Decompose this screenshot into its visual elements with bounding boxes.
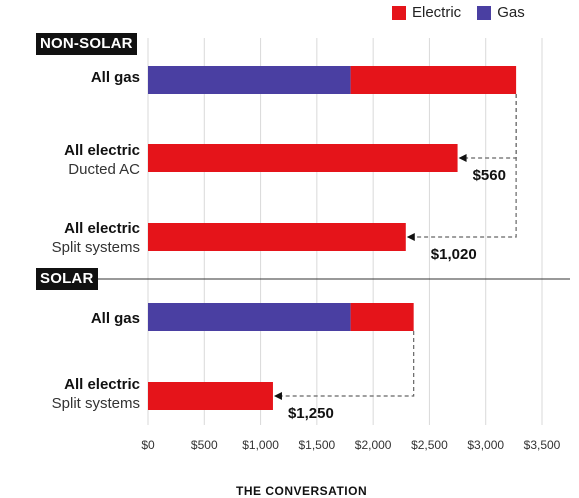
- legend-label-gas: Gas: [497, 4, 525, 21]
- publisher-logo: THE CONVERSATION: [236, 484, 368, 498]
- legend: Electric Gas: [392, 4, 535, 21]
- annotation-arrowhead: [273, 392, 282, 400]
- annotation-label: $560: [473, 167, 506, 184]
- category-main: All gas: [90, 69, 140, 86]
- annotation-label: $1,020: [431, 246, 477, 263]
- bar-gas: [148, 66, 351, 94]
- x-tick-label: $2,500: [411, 438, 448, 452]
- x-tick-label: $1,000: [242, 438, 279, 452]
- annotation-arrowhead: [406, 233, 415, 241]
- bar-electric: [350, 303, 414, 331]
- category-main: All electric: [64, 142, 140, 159]
- section-label-solar: SOLAR: [36, 268, 98, 290]
- category-main: All electric: [64, 376, 140, 393]
- category-main: All electric: [64, 220, 140, 237]
- annotation-label: $1,250: [288, 405, 334, 422]
- legend-item-gas: Gas: [477, 4, 525, 21]
- bar-electric: [148, 144, 458, 172]
- bar-electric: [148, 223, 406, 251]
- bar-gas: [148, 303, 351, 331]
- annotation-connector: [465, 94, 517, 159]
- category-label: All electric Ducted AC: [64, 141, 140, 179]
- x-tick-label: $3,000: [467, 438, 504, 452]
- category-label: All electric Split systems: [52, 219, 140, 257]
- legend-label-electric: Electric: [412, 4, 462, 21]
- legend-item-electric: Electric: [392, 4, 461, 21]
- annotation-arrowhead: [458, 154, 467, 162]
- category-sub: Split systems: [51, 395, 140, 412]
- category-label: All electric Split systems: [52, 375, 140, 413]
- x-tick-label: $0: [141, 438, 155, 452]
- legend-swatch-electric: [392, 5, 406, 20]
- x-tick-label: $500: [191, 438, 218, 452]
- category-main: All gas: [90, 310, 140, 327]
- section-label-non-solar: NON-SOLAR: [36, 33, 137, 55]
- x-tick-label: $3,500: [524, 438, 561, 452]
- bar-electric: [350, 66, 517, 94]
- annotation-connector: [280, 331, 415, 397]
- x-tick-label: $1,500: [299, 438, 336, 452]
- annotation-connector: [413, 94, 517, 238]
- x-tick-label: $2,000: [355, 438, 392, 452]
- category-sub: Split systems: [51, 239, 140, 256]
- category-label: All gas: [91, 309, 140, 328]
- category-label: All gas: [91, 68, 140, 87]
- legend-swatch-gas: [477, 5, 492, 20]
- bar-electric: [148, 382, 273, 410]
- category-sub: Ducted AC: [68, 161, 140, 178]
